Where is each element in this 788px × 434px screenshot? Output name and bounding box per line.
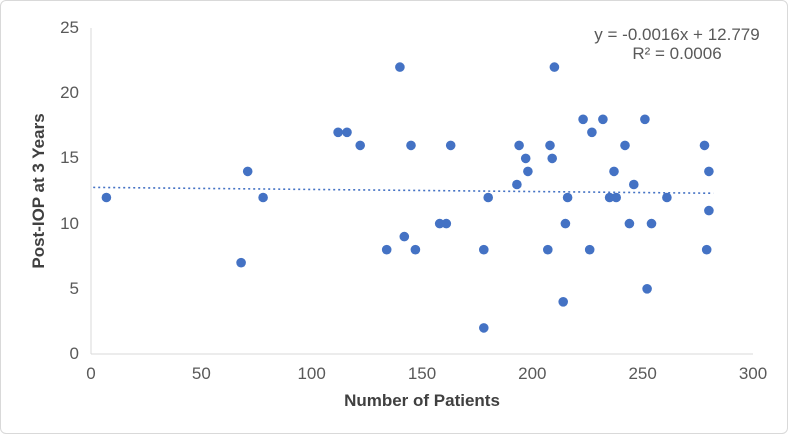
data-point xyxy=(609,166,619,177)
data-point xyxy=(629,179,639,190)
data-point xyxy=(604,192,615,203)
trendline-equation: y = -0.0016x + 12.779 xyxy=(594,25,760,44)
y-axis-title: Post-IOP at 3 Years xyxy=(29,113,48,269)
data-point xyxy=(479,244,489,255)
data-point xyxy=(558,297,568,307)
data-point xyxy=(101,192,112,203)
trendline xyxy=(93,186,714,195)
y-tick-label: 5 xyxy=(69,278,79,298)
x-tick-label: 150 xyxy=(407,364,437,383)
data-point xyxy=(584,244,595,255)
data-point xyxy=(355,140,366,151)
data-point xyxy=(333,127,343,138)
data-point xyxy=(483,192,494,203)
data-point xyxy=(640,114,650,125)
data-point xyxy=(620,140,630,151)
data-point xyxy=(562,192,573,203)
y-tick-label: 20 xyxy=(60,83,79,103)
data-point xyxy=(662,192,672,203)
data-point xyxy=(434,218,445,229)
x-axis-title: Number of Patients xyxy=(344,391,500,410)
data-point xyxy=(543,244,553,255)
data-point xyxy=(549,62,560,72)
data-point xyxy=(410,244,421,255)
data-point xyxy=(399,231,410,242)
y-tick-label: 0 xyxy=(69,344,79,363)
data-point xyxy=(642,284,652,294)
y-tick-label: 25 xyxy=(60,18,79,37)
data-point xyxy=(520,153,531,164)
data-point xyxy=(578,114,588,125)
data-point xyxy=(479,323,489,333)
data-point xyxy=(545,140,555,151)
data-point xyxy=(701,244,712,255)
data-point xyxy=(258,192,268,203)
data-point xyxy=(598,114,608,125)
data-point xyxy=(646,218,657,229)
x-tick-label: 100 xyxy=(297,364,326,383)
x-tick-label: 200 xyxy=(518,364,547,383)
r-squared-value: R² = 0.0006 xyxy=(632,44,722,63)
data-point xyxy=(236,257,246,268)
trendline-annotation: y = -0.0016x + 12.779 R² = 0.0006 xyxy=(577,25,777,63)
data-point xyxy=(624,218,635,229)
x-tick-label: 250 xyxy=(628,364,657,383)
data-point xyxy=(704,205,714,216)
data-point xyxy=(587,127,597,138)
data-point xyxy=(560,218,571,229)
data-point xyxy=(704,166,714,177)
data-point xyxy=(381,244,392,255)
data-point xyxy=(512,179,522,190)
data-point xyxy=(699,140,710,151)
data-point xyxy=(445,140,456,151)
x-tick-label: 50 xyxy=(191,364,211,383)
data-point xyxy=(514,140,524,151)
data-point xyxy=(406,140,416,151)
data-point xyxy=(395,62,405,72)
x-tick-label: 300 xyxy=(738,364,768,383)
data-point xyxy=(441,218,452,229)
data-point xyxy=(547,153,557,164)
y-tick-label: 15 xyxy=(60,148,79,168)
y-tick-label: 10 xyxy=(60,213,79,233)
data-point xyxy=(523,166,533,177)
data-point xyxy=(342,127,352,138)
data-point xyxy=(242,166,253,177)
x-tick-label: 0 xyxy=(86,364,96,383)
data-point xyxy=(611,192,621,203)
